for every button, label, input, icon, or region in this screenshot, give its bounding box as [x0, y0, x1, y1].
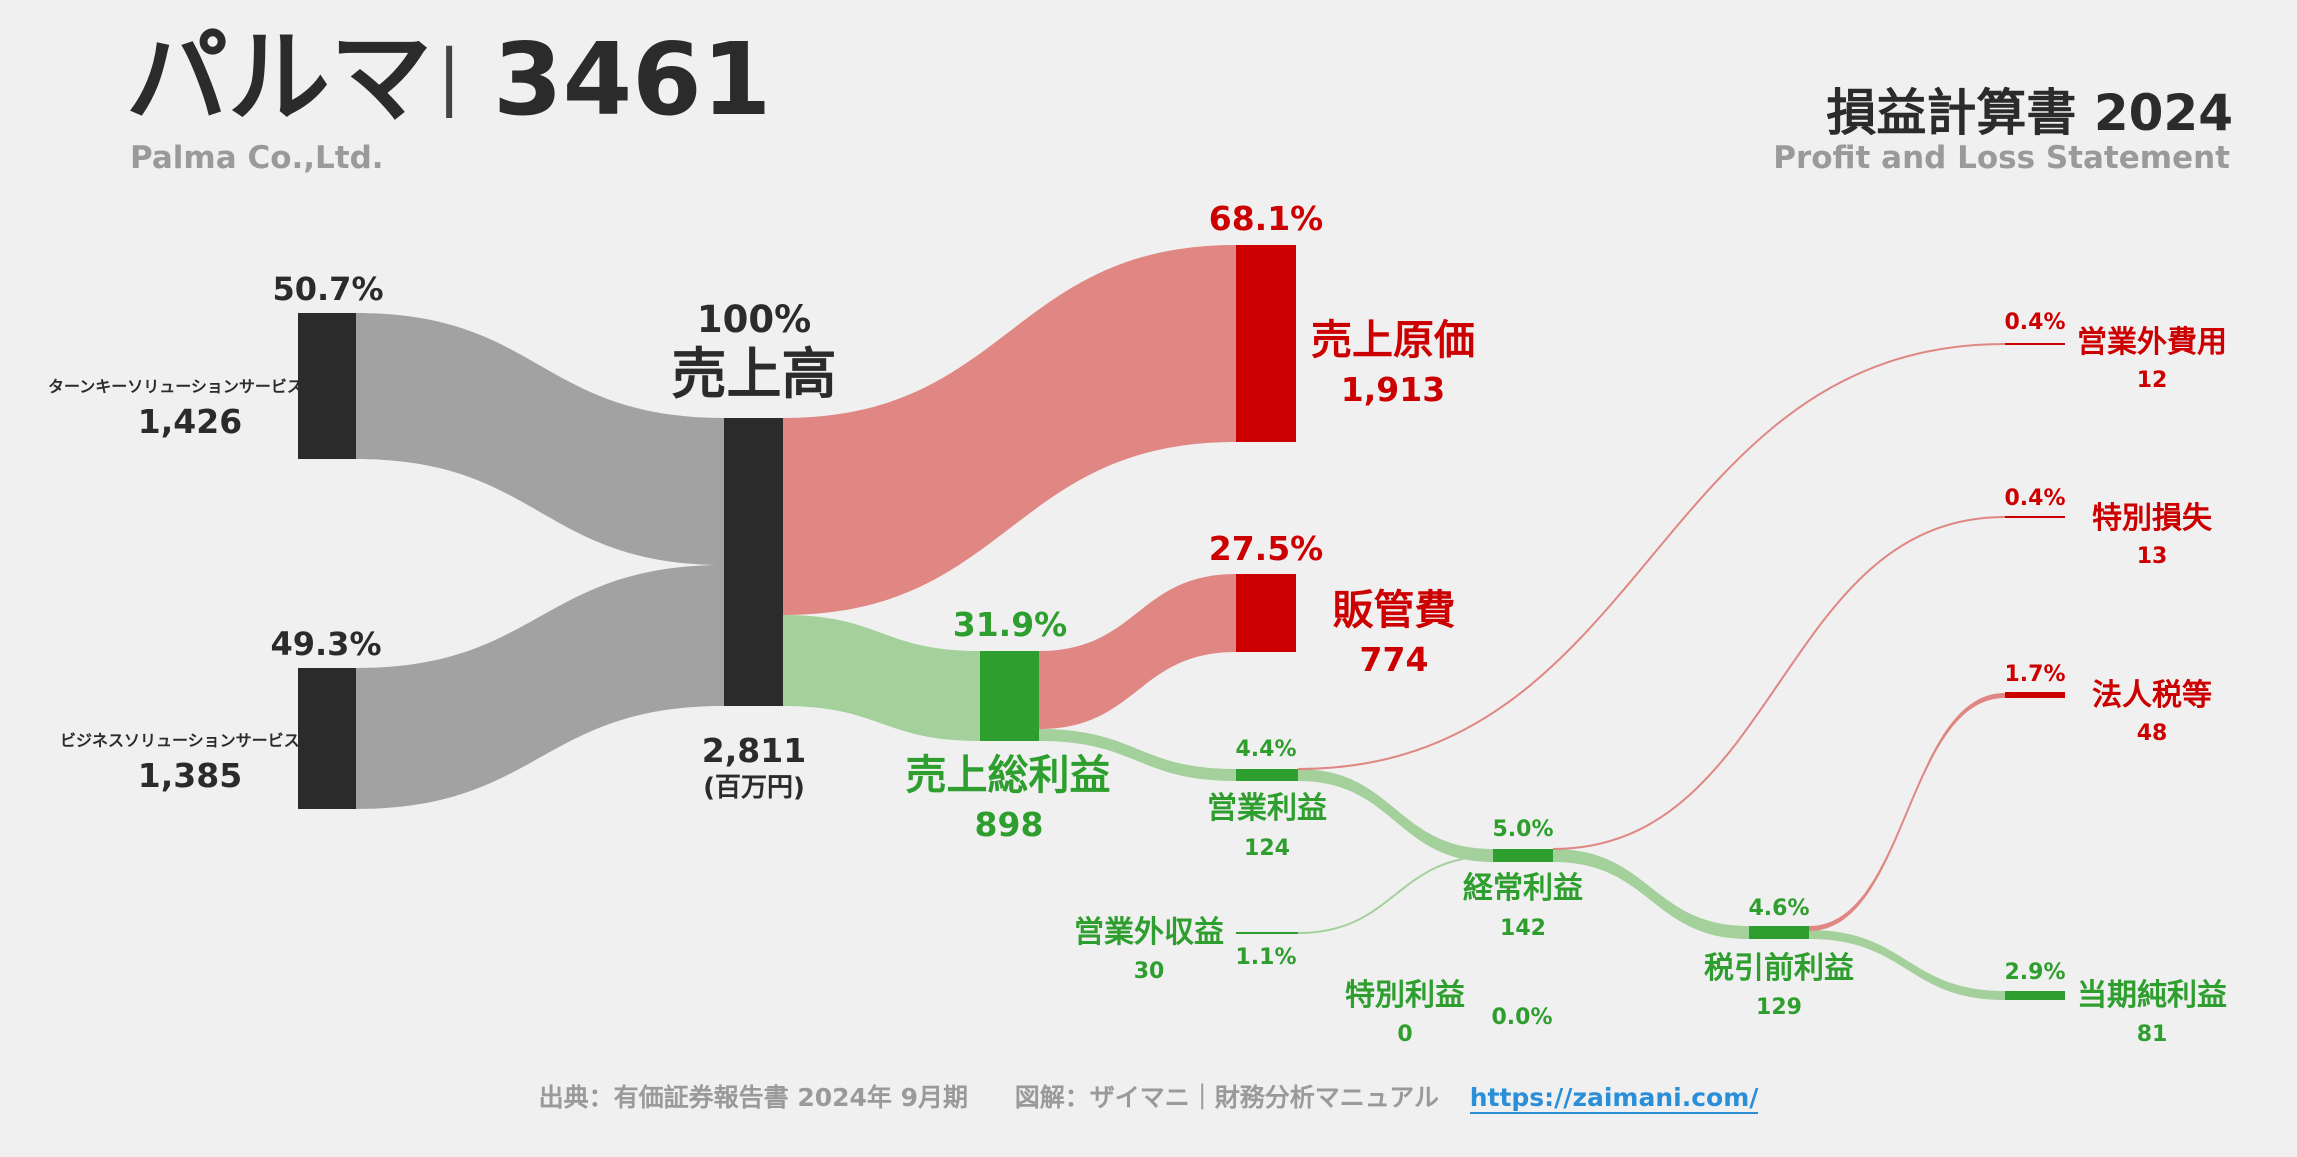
company-name: パルマ — [126, 19, 432, 138]
operating-profit-label: 営業利益 — [1207, 791, 1327, 826]
net-income-label: 当期純利益 — [2077, 978, 2227, 1013]
cogs-value: 1,913 — [1341, 370, 1445, 409]
income-tax-value: 48 — [2137, 721, 2168, 746]
sga-label: 販管費 — [1333, 586, 1456, 634]
flow-gross-profit — [783, 615, 980, 741]
flow-ordinary-profit — [1298, 769, 1493, 862]
non-op-expense-pct: 0.4% — [2004, 310, 2065, 335]
extraordinary-loss-label: 特別損失 — [2092, 501, 2213, 536]
node-ordinary-profit — [1493, 849, 1553, 862]
income-tax-label: 法人税等 — [2092, 678, 2212, 713]
extraordinary-income-pct: 0.0% — [1491, 1005, 1552, 1030]
flow-sga — [1039, 574, 1236, 729]
revenue-label: 売上高 — [671, 342, 836, 406]
flow-non-op-expense — [1297, 343, 2006, 770]
node-pretax-profit — [1749, 926, 1809, 939]
sga-pct: 27.5% — [1209, 529, 1324, 568]
node-net-income — [2005, 991, 2065, 1000]
ordinary-profit-pct: 5.0% — [1492, 817, 1553, 842]
revenue-pct: 100% — [697, 298, 811, 341]
gross-profit-pct: 31.9% — [953, 605, 1068, 644]
node-gross-profit — [980, 651, 1039, 741]
site-link[interactable]: https://zaimani.com/ — [1469, 1083, 1759, 1114]
pretax-profit-label: 税引前利益 — [1704, 951, 1854, 986]
segment-2-value: 1,385 — [138, 756, 242, 795]
revenue-value: 2,811 — [702, 731, 806, 770]
sga-value: 774 — [1360, 640, 1429, 679]
non-op-income-pct: 1.1% — [1235, 945, 1296, 970]
non-op-expense-value: 12 — [2137, 368, 2168, 393]
ordinary-profit-value: 142 — [1500, 916, 1546, 941]
non-op-expense-label: 営業外費用 — [2077, 325, 2227, 360]
statement-title: 損益計算書 2024 — [1826, 84, 2233, 142]
non-op-income-value: 30 — [1134, 959, 1165, 984]
title-separator: | — [437, 34, 462, 118]
node-segment-2 — [298, 668, 356, 809]
segment-1-pct: 50.7% — [272, 270, 383, 308]
node-extraordinary-loss — [2005, 516, 2065, 518]
statement-title-en: Profit and Loss Statement — [1773, 140, 2230, 176]
node-revenue — [724, 418, 783, 706]
node-non-op-expense — [2005, 343, 2065, 345]
revenue-unit: (百万円) — [703, 773, 805, 803]
segment-2-label: ビジネスソリューションサービス — [60, 731, 300, 750]
net-income-value: 81 — [2137, 1022, 2168, 1047]
flow-income-tax — [1809, 693, 2005, 931]
flow-segment-1 — [356, 313, 724, 565]
node-operating-profit — [1236, 769, 1298, 781]
income-tax-pct: 1.7% — [2004, 662, 2065, 687]
footer: 出典：有価証券報告書 2024年 9月期 図解：ザイマニ｜財務分析マニュアル h… — [0, 1078, 2297, 1114]
stock-code: 3461 — [493, 21, 772, 138]
operating-profit-pct: 4.4% — [1235, 737, 1296, 762]
credit-note: 図解：ザイマニ｜財務分析マニュアル — [1014, 1083, 1439, 1112]
gross-profit-value: 898 — [975, 805, 1044, 844]
company-name-en: Palma Co.,Ltd. — [130, 140, 384, 176]
ordinary-profit-label: 経常利益 — [1463, 871, 1583, 906]
net-income-pct: 2.9% — [2004, 960, 2065, 985]
flow-extraordinary-loss — [1552, 516, 2006, 850]
node-segment-1 — [298, 313, 356, 459]
extraordinary-income-label: 特別利益 — [1345, 978, 1465, 1013]
cogs-pct: 68.1% — [1209, 199, 1324, 238]
segment-1-value: 1,426 — [138, 402, 242, 441]
flow-net-income — [1809, 930, 2005, 1000]
pretax-profit-pct: 4.6% — [1748, 896, 1809, 921]
pretax-profit-value: 129 — [1756, 995, 1802, 1020]
segment-1-label: ターンキーソリューションサービス — [48, 377, 303, 396]
extraordinary-loss-pct: 0.4% — [2004, 486, 2065, 511]
segment-2-pct: 49.3% — [270, 625, 381, 663]
flow-non-op-income — [1297, 855, 1494, 934]
flow-segment-2 — [356, 565, 724, 809]
operating-profit-value: 124 — [1244, 836, 1290, 861]
flow-operating-profit — [1039, 729, 1236, 781]
gross-profit-label: 売上総利益 — [906, 751, 1111, 799]
extraordinary-income-value: 0 — [1397, 1022, 1412, 1047]
node-sga — [1236, 574, 1296, 652]
source-note: 出典：有価証券報告書 2024年 9月期 — [538, 1083, 968, 1112]
non-op-income-label: 営業外収益 — [1074, 915, 1224, 950]
flow-cogs — [783, 245, 1236, 615]
flow-pretax-profit — [1553, 849, 1749, 939]
node-cogs — [1236, 245, 1296, 442]
node-income-tax — [2005, 692, 2065, 698]
extraordinary-loss-value: 13 — [2137, 544, 2168, 569]
node-non-op-income — [1236, 932, 1298, 934]
cogs-label: 売上原価 — [1311, 316, 1475, 364]
